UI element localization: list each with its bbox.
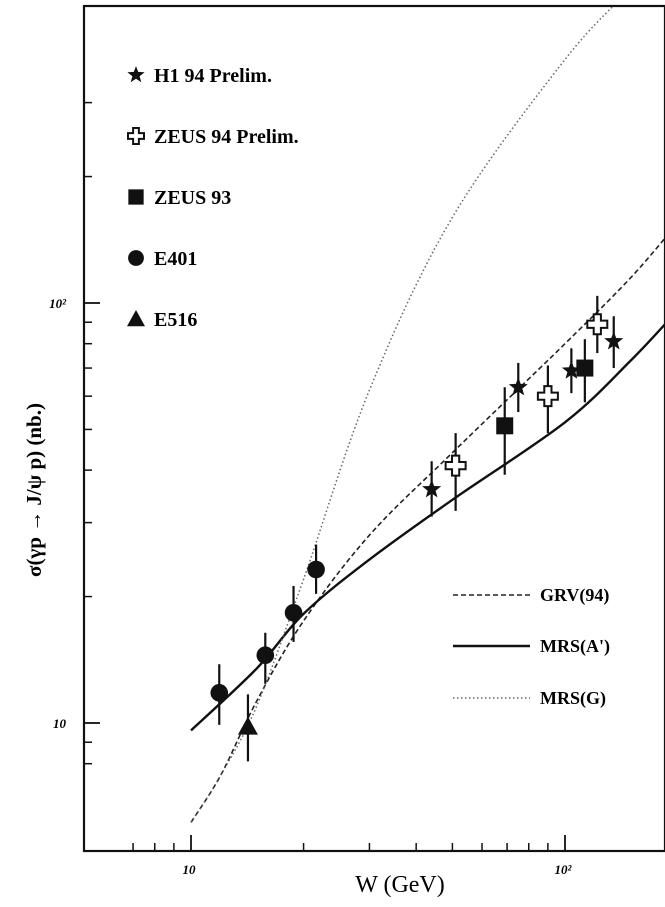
data-point bbox=[256, 646, 275, 665]
data-point bbox=[307, 560, 325, 579]
curve-legend-item: GRV(94) bbox=[453, 585, 609, 606]
legend-label: ZEUS 93 bbox=[154, 187, 231, 209]
y-tick-label: 10 bbox=[53, 716, 67, 731]
x-tick-label: 10² bbox=[555, 862, 573, 877]
legend-marker bbox=[127, 310, 145, 327]
data-point bbox=[284, 603, 303, 622]
data-point bbox=[422, 479, 442, 498]
data-point bbox=[210, 684, 229, 702]
series-h1-94-prelim bbox=[422, 316, 624, 517]
curve-legend-item: MRS(A') bbox=[453, 636, 610, 657]
data-point bbox=[237, 716, 258, 735]
data-point bbox=[536, 385, 559, 408]
legend-label: E401 bbox=[154, 248, 197, 270]
curve-mrs-a- bbox=[190, 322, 665, 732]
x-tick-label: 10 bbox=[183, 862, 197, 877]
series-zeus-93 bbox=[496, 339, 594, 475]
data-point bbox=[576, 359, 594, 377]
series-e516 bbox=[237, 694, 258, 762]
legend-label: E516 bbox=[154, 309, 197, 331]
series-zeus-94-prelim bbox=[444, 295, 609, 511]
curve-grv-94- bbox=[190, 236, 665, 823]
legend-item: ZEUS 93 bbox=[128, 187, 231, 209]
legend-label: ZEUS 94 Prelim. bbox=[154, 126, 299, 148]
curve-legend-label: MRS(A') bbox=[540, 636, 610, 657]
data-point bbox=[496, 417, 514, 435]
legend-marker bbox=[127, 66, 145, 83]
curve-legend-label: GRV(94) bbox=[540, 585, 609, 606]
legend-item: ZEUS 94 Prelim. bbox=[127, 126, 299, 148]
data-point bbox=[508, 377, 528, 396]
series-e401 bbox=[210, 544, 325, 725]
legend-item: H1 94 Prelim. bbox=[127, 65, 272, 87]
plot-frame bbox=[82, 4, 665, 853]
legend-item: E516 bbox=[127, 309, 197, 331]
legend-label: H1 94 Prelim. bbox=[154, 65, 272, 87]
legend-marker bbox=[127, 127, 145, 145]
data-point bbox=[561, 360, 581, 379]
legend-marker bbox=[128, 189, 144, 205]
data-point bbox=[604, 331, 624, 350]
legend-item: E401 bbox=[128, 248, 197, 270]
curve-mrs-g- bbox=[190, 6, 615, 823]
curve-legend-item: MRS(G) bbox=[453, 688, 606, 709]
legend-marker bbox=[128, 250, 144, 266]
x-axis-label: W (GeV) bbox=[355, 872, 445, 898]
data-point bbox=[444, 454, 467, 477]
data-point bbox=[586, 313, 609, 336]
curve-legend-label: MRS(G) bbox=[540, 688, 606, 709]
y-tick-label: 10² bbox=[49, 296, 67, 311]
y-axis-label: σ(γp → J/ψ p) (nb.) bbox=[22, 403, 46, 577]
